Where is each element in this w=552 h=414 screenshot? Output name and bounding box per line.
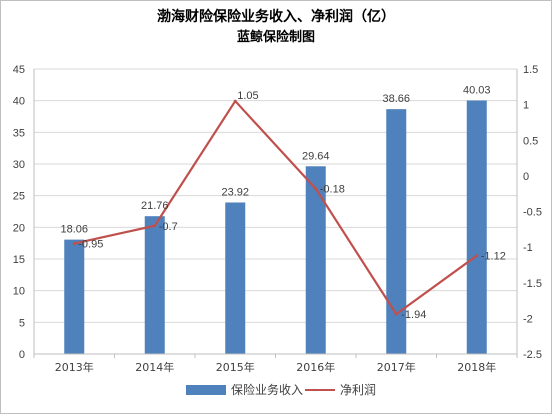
legend-bar-label: 保险业务收入 [231, 382, 303, 397]
chart-title: 渤海财险保险业务收入、净利润（亿） [157, 8, 395, 25]
x-tick-label: 2018年 [457, 360, 496, 374]
net-profit-line [74, 99, 478, 316]
bar [386, 109, 407, 354]
bar-data-label: 18.06 [60, 224, 88, 236]
y-left-tick-label: 45 [13, 64, 25, 76]
bar-layer [64, 100, 487, 354]
x-tick-label: 2015年 [216, 360, 255, 374]
y-right-tick-label: -2.5 [523, 349, 542, 361]
bar-data-label: 23.92 [221, 187, 249, 199]
y-left-tick-label: 25 [13, 191, 25, 203]
bar-data-label: 38.66 [382, 93, 410, 105]
bar-data-label: 21.76 [141, 200, 169, 212]
bar [225, 202, 246, 354]
line-data-label: -0.95 [78, 239, 103, 251]
line-data-label: -1.94 [401, 309, 426, 321]
x-tick-label: 2013年 [55, 360, 94, 374]
y-right-tick-label: 0.5 [523, 135, 538, 147]
axis-layer: 0 5 10 15 20 25 30 35 40 45 1.5 1 0.5 0 -0.5 -1 -1.5 -2 -2… [13, 64, 542, 374]
line-point [153, 224, 157, 228]
bar [64, 239, 85, 354]
y-left-tick-label: 10 [13, 286, 25, 298]
bar [144, 216, 165, 354]
y-left-tick-label: 35 [13, 127, 25, 139]
chart-subtitle: 蓝鲸保险制图 [237, 29, 315, 45]
bar [305, 166, 326, 354]
y-left-tick-label: 30 [13, 159, 25, 171]
line-data-label: -1.12 [481, 251, 506, 263]
y-right-tick-label: -1 [523, 242, 533, 254]
legend-line-label: 净利润 [340, 383, 376, 397]
line-point [72, 242, 76, 246]
y-right-tick-label: -0.5 [523, 207, 542, 219]
bar [466, 100, 487, 354]
legend-bar-swatch [186, 385, 226, 395]
x-tick-label: 2014年 [135, 360, 174, 374]
y-right-tick-label: -2 [523, 313, 533, 325]
line-point [233, 99, 237, 103]
y-left-tick-label: 5 [19, 317, 25, 329]
y-left-tick-label: 0 [19, 349, 25, 361]
line-data-label: 1.05 [237, 90, 258, 102]
bar-data-label: 40.03 [463, 84, 491, 96]
y-left-tick-label: 20 [13, 222, 25, 234]
y-right-tick-label: 1 [523, 100, 529, 112]
x-tick-label: 2016年 [296, 360, 335, 374]
y-left-tick-label: 15 [13, 254, 25, 266]
y-left-tick-label: 40 [13, 96, 25, 108]
line-point [394, 312, 398, 316]
y-right-tick-label: 1.5 [523, 64, 538, 76]
line-layer [72, 99, 479, 316]
line-point [314, 187, 318, 191]
line-point [475, 254, 479, 258]
y-right-tick-label: -1.5 [523, 278, 542, 290]
line-data-label: -0.18 [320, 184, 345, 196]
bar-data-label: 29.64 [302, 150, 330, 162]
legend: 保险业务收入 净利润 [186, 382, 376, 397]
label-layer: 18.06 21.76 23.92 29.64 38.66 40.03 -0.95 -0.7 1… [60, 84, 505, 321]
line-data-label: -0.7 [159, 221, 178, 233]
y-right-tick-label: 0 [523, 171, 529, 183]
x-tick-label: 2017年 [377, 360, 416, 374]
grid-layer [34, 68, 517, 355]
